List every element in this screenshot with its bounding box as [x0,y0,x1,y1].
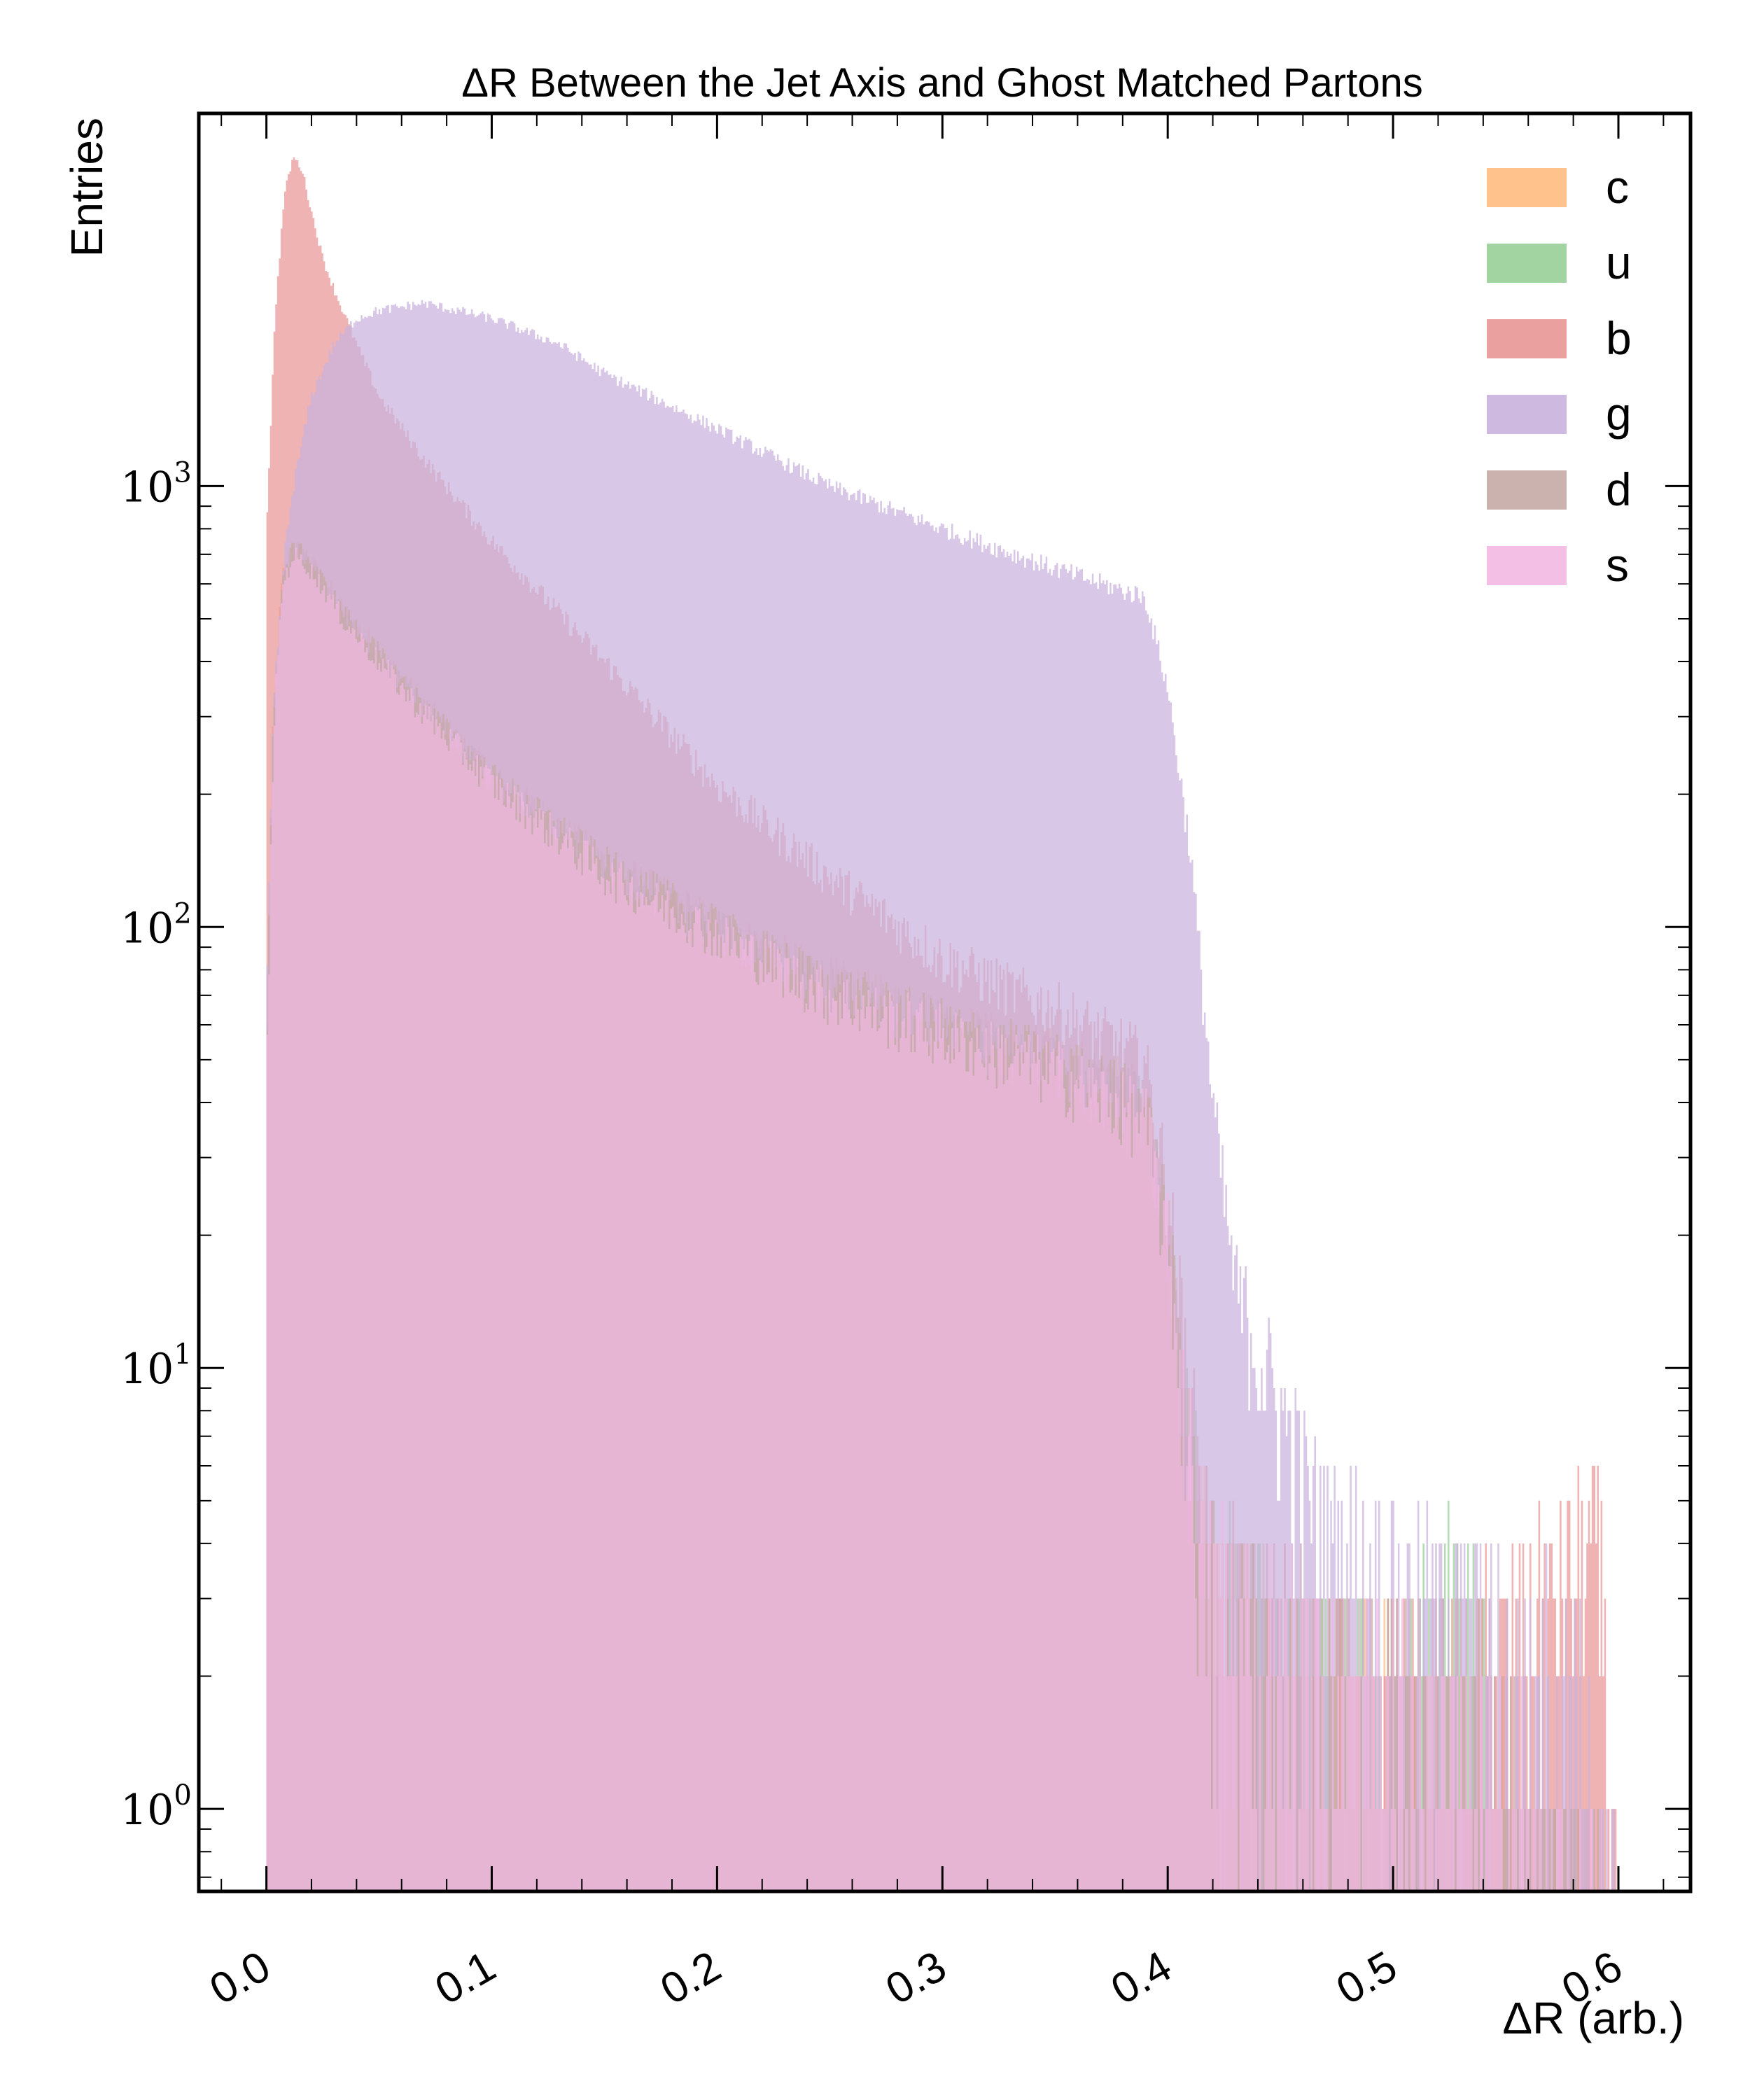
legend-label-b: b [1606,312,1632,364]
y-tick-label: 100 [120,1779,192,1835]
legend-swatch-c [1487,168,1567,207]
legend-label-u: u [1606,237,1632,288]
plot-frame [197,111,1693,1893]
legend-swatch-g [1487,395,1567,434]
y-axis-label: Entries [62,118,112,257]
legend-swatch-b [1487,319,1567,358]
legend-swatch-u [1487,244,1567,283]
legend-swatch-s [1487,546,1567,585]
legend-label-s: s [1606,539,1629,591]
histogram-s [266,547,1619,1891]
legend-label-g: g [1606,388,1632,440]
chart-title: ΔR Between the Jet Axis and Ghost Matche… [461,60,1422,106]
legend-label-c: c [1606,161,1629,213]
y-tick-label: 103 [120,456,192,512]
y-tick-labels: 100 101 102 103 [120,456,192,1835]
axis-ticks-group [199,113,1690,1891]
histogram-series-group [266,157,1619,1891]
y-tick-label: 102 [120,897,192,953]
y-tick-label: 101 [120,1338,192,1394]
legend-swatch-d [1487,470,1567,510]
x-axis-label: ΔR (arb.) [1502,1993,1684,2043]
legend-label-d: d [1606,463,1632,515]
